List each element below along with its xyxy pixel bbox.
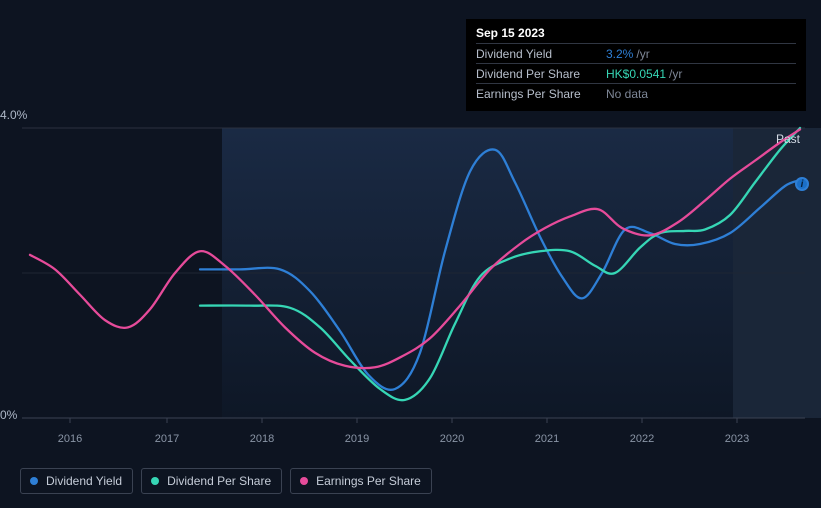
x-tick-2022: 2022 <box>630 433 654 445</box>
legend-item-dividend-per-share[interactable]: Dividend Per Share <box>141 468 282 494</box>
tooltip-row-value: 3.2% <box>606 45 633 63</box>
tooltip-row-value: No data <box>606 85 648 103</box>
past-region-label: Past <box>776 132 800 146</box>
x-tick-2016: 2016 <box>58 433 82 445</box>
legend-label: Earnings Per Share <box>316 474 421 488</box>
tooltip-date: Sep 15 2023 <box>476 26 796 40</box>
x-tick-2019: 2019 <box>345 433 369 445</box>
x-tick-2023: 2023 <box>725 433 749 445</box>
tooltip-row-unit: /yr <box>636 45 649 63</box>
tooltip-row-value: HK$0.0541 <box>606 65 666 83</box>
x-tick-2020: 2020 <box>440 433 464 445</box>
tooltip-row-label: Dividend Yield <box>476 45 606 63</box>
x-tick-2017: 2017 <box>155 433 179 445</box>
tooltip-row-unit: /yr <box>669 65 682 83</box>
y-axis-label-max: 4.0% <box>0 108 27 122</box>
legend-dot <box>30 477 38 485</box>
tooltip-row: Dividend Per ShareHK$0.0541/yr <box>476 63 796 83</box>
tooltip-row-label: Dividend Per Share <box>476 65 606 83</box>
tooltip-row: Dividend Yield3.2%/yr <box>476 43 796 63</box>
legend-dot <box>151 477 159 485</box>
legend-item-dividend-yield[interactable]: Dividend Yield <box>20 468 133 494</box>
info-icon[interactable] <box>795 177 809 191</box>
x-tick-2018: 2018 <box>250 433 274 445</box>
tooltip-rows: Dividend Yield3.2%/yrDividend Per ShareH… <box>476 43 796 103</box>
legend-label: Dividend Yield <box>46 474 122 488</box>
tooltip-row: Earnings Per ShareNo data <box>476 83 796 103</box>
tooltip-row-label: Earnings Per Share <box>476 85 606 103</box>
legend-label: Dividend Per Share <box>167 474 271 488</box>
y-axis-label-min: 0% <box>0 408 17 422</box>
legend-item-earnings-per-share[interactable]: Earnings Per Share <box>290 468 432 494</box>
x-tick-2021: 2021 <box>535 433 559 445</box>
legend-dot <box>300 477 308 485</box>
chart-legend: Dividend Yield Dividend Per Share Earnings… <box>20 468 432 494</box>
x-axis: 2016 2017 2018 2019 2020 2021 2022 2023 <box>22 433 805 449</box>
chart-tooltip: Sep 15 2023 Dividend Yield3.2%/yrDividen… <box>466 19 806 111</box>
